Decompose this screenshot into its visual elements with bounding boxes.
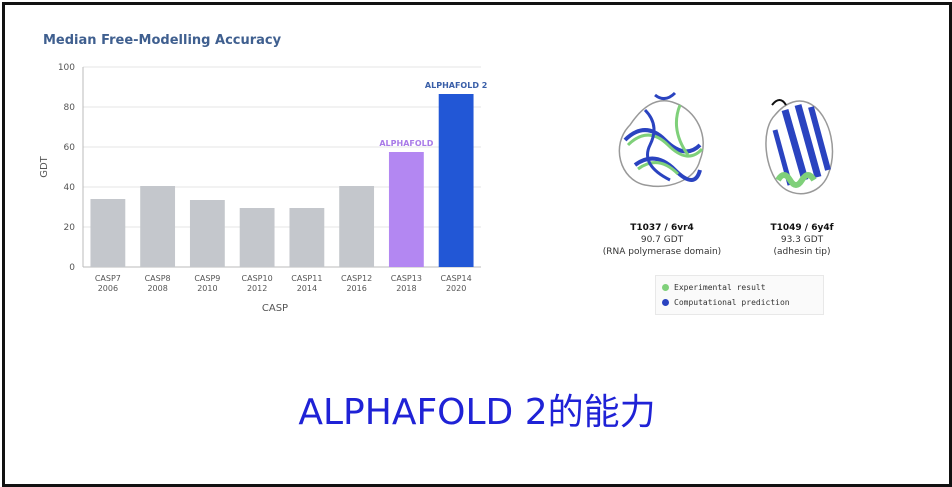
- x-tick-year: 2010: [197, 284, 217, 293]
- protein-desc: (RNA polymerase domain): [602, 247, 722, 257]
- x-tick-year: 2018: [396, 284, 416, 293]
- bar-annotation: ALPHAFOLD: [379, 139, 433, 148]
- x-tick-label: CASP10: [242, 274, 273, 283]
- y-tick-label: 80: [64, 103, 76, 113]
- protein-id: T1037 / 6vr4: [630, 223, 694, 233]
- protein-gdt: 90.7 GDT: [640, 235, 684, 245]
- x-tick-year: 2012: [247, 284, 267, 293]
- protein-structure-t1037: [618, 91, 704, 187]
- x-tick-label: CASP8: [145, 274, 171, 283]
- x-tick-year: 2014: [297, 284, 317, 293]
- x-tick-year: 2016: [346, 284, 366, 293]
- y-tick-label: 0: [69, 263, 75, 273]
- y-tick-label: 40: [64, 183, 76, 193]
- bar-casp11: [289, 208, 325, 267]
- bar-casp7: [90, 199, 126, 267]
- protein-caption-t1037: T1037 / 6vr4 90.7 GDT (RNA polymerase do…: [592, 222, 732, 258]
- green-dot-icon: [662, 284, 669, 291]
- bar-casp12: [339, 186, 375, 267]
- x-tick-label: CASP9: [194, 274, 220, 283]
- x-tick-label: CASP11: [291, 274, 322, 283]
- protein-gdt: 93.3 GDT: [780, 235, 824, 245]
- bar-casp8: [140, 186, 176, 267]
- x-tick-year: 2006: [98, 284, 118, 293]
- structure-legend: Experimental result Computational predic…: [655, 275, 824, 315]
- x-tick-label: CASP12: [341, 274, 372, 283]
- protein-desc: (adhesin tip): [773, 247, 831, 257]
- protein-id: T1049 / 6y4f: [770, 223, 834, 233]
- y-tick-label: 100: [58, 63, 75, 73]
- bar-casp9: [189, 200, 225, 267]
- protein-structures-image: [618, 91, 834, 195]
- legend-label: Computational prediction: [674, 298, 790, 307]
- blue-dot-icon: [662, 299, 669, 306]
- legend-item-computational: Computational prediction: [662, 295, 817, 310]
- x-tick-label: CASP13: [391, 274, 422, 283]
- x-axis-label: CASP: [262, 303, 288, 314]
- bar-casp13: [388, 152, 424, 267]
- legend-label: Experimental result: [674, 283, 766, 292]
- x-tick-year: 2008: [147, 284, 167, 293]
- y-tick-label: 20: [64, 223, 76, 233]
- legend-item-experimental: Experimental result: [662, 280, 817, 295]
- bar-annotation: ALPHAFOLD 2: [425, 81, 487, 90]
- protein-caption-t1049: T1049 / 6y4f 93.3 GDT (adhesin tip): [732, 222, 872, 258]
- chart-title: Median Free-Modelling Accuracy: [43, 33, 282, 48]
- bar-casp14: [438, 94, 474, 267]
- x-tick-label: CASP7: [95, 274, 121, 283]
- y-axis-label: GDT: [39, 155, 50, 177]
- slide-caption: ALPHAFOLD 2的能力: [298, 392, 656, 433]
- x-tick-year: 2020: [446, 284, 466, 293]
- x-tick-label: CASP14: [441, 274, 472, 283]
- protein-structure-t1049: [765, 99, 834, 195]
- bar-casp10: [239, 208, 275, 267]
- y-tick-label: 60: [64, 143, 76, 153]
